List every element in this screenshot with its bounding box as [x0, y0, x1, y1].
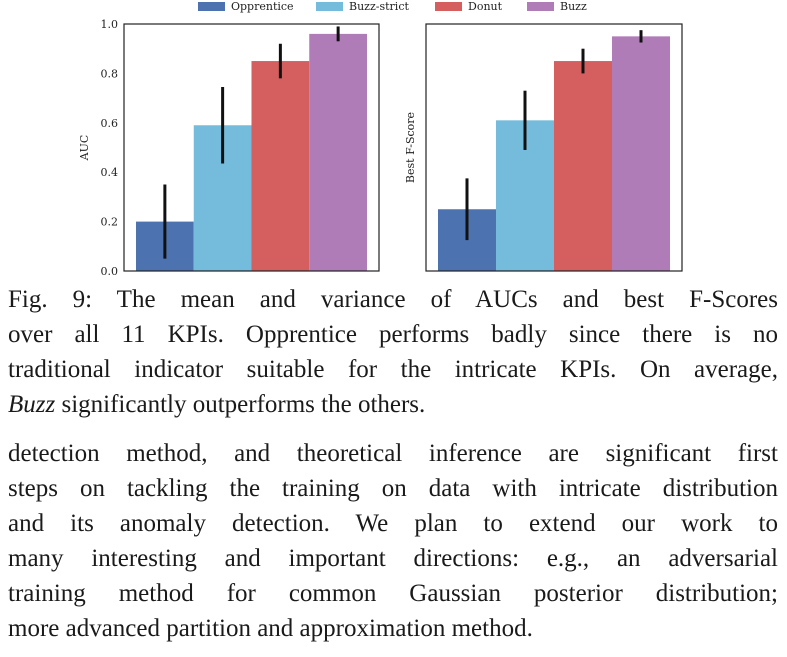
- legend-swatch: [435, 2, 462, 11]
- legend-label: Opprentice: [231, 0, 294, 13]
- y-tick-label: 1.0: [101, 18, 119, 31]
- body-line: many interesting and important direction…: [8, 545, 778, 572]
- body-line: more advanced partition and approximatio…: [8, 615, 533, 642]
- caption-line: Fig. 9: The mean and variance of AUCs an…: [8, 286, 778, 313]
- f-score-chart: Best F-Score: [404, 23, 683, 272]
- caption-line: traditional indicator suitable for the i…: [8, 356, 778, 383]
- bar-donut: [554, 61, 612, 271]
- y-tick-label: 0.4: [101, 166, 119, 179]
- legend-swatch: [198, 2, 225, 11]
- body-line: steps on tackling the training on data w…: [8, 475, 778, 502]
- caption-emphasis: Buzz: [8, 391, 56, 418]
- bar-buzz: [309, 33, 367, 271]
- legend-label: Buzz-strict: [349, 0, 409, 13]
- auc-chart: 0.0 0.2 0.4 0.6 0.8 1.0 AUC: [78, 18, 380, 278]
- caption-line: over all 11 KPIs. Opprentice performs ba…: [8, 321, 778, 348]
- body-line: detection method, and theoretical infere…: [8, 440, 778, 467]
- legend-swatch: [316, 2, 343, 11]
- legend-label: Buzz: [560, 0, 587, 13]
- y-tick-label: 0.0: [101, 265, 119, 278]
- legend: Opprentice Buzz-strict Donut Buzz: [198, 0, 587, 13]
- caption-rest: significantly outperforms the others.: [55, 391, 426, 418]
- plot-frame: [425, 23, 683, 272]
- figure-caption: Fig. 9: The mean and variance of AUCs an…: [8, 282, 778, 422]
- y-axis-label: AUC: [78, 135, 91, 162]
- body-line: and its anomaly detection. We plan to ex…: [8, 510, 778, 537]
- bar-buzz: [612, 36, 670, 271]
- y-tick-label: 0.2: [101, 216, 119, 229]
- legend-label: Donut: [468, 0, 503, 13]
- bar-donut: [251, 61, 310, 271]
- y-tick-label: 0.8: [101, 67, 119, 80]
- y-tick-label: 0.6: [101, 117, 119, 130]
- plot-frame: [123, 23, 380, 272]
- caption-line: Buzz significantly outperforms the other…: [8, 387, 778, 422]
- body-line: training method for common Gaussian post…: [8, 580, 778, 607]
- figure-9: Opprentice Buzz-strict Donut Buzz 0.0 0.2 0.4…: [78, 0, 683, 278]
- body-paragraph: detection method, and theoretical infere…: [8, 436, 778, 646]
- legend-swatch: [527, 2, 554, 11]
- y-axis-label: Best F-Score: [404, 112, 417, 183]
